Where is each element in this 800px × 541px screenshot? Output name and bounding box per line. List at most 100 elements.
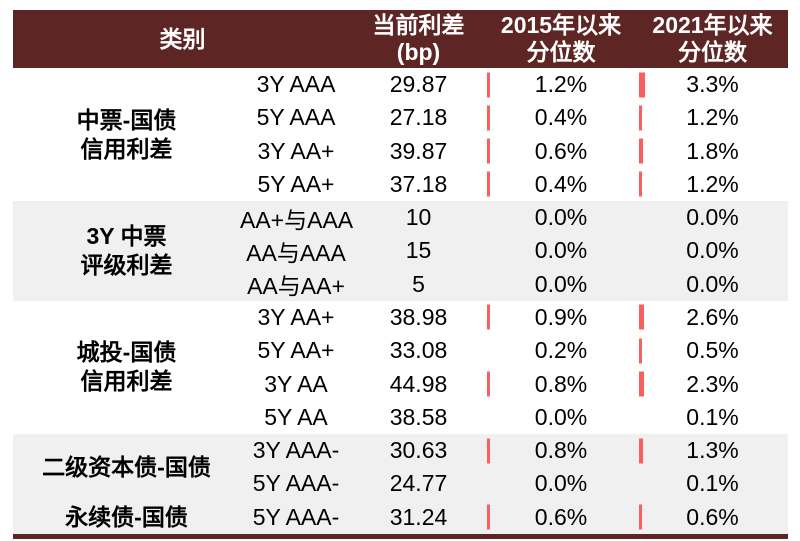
cell-tenor-rating: 3Y AAA xyxy=(256,71,336,98)
percentile-value: 0.1% xyxy=(686,470,739,497)
table-bottom-border xyxy=(13,533,788,539)
percentile-value: 0.2% xyxy=(534,337,588,364)
percentile-value: 0.6% xyxy=(534,503,588,530)
cell-percentile-2021: 0.0% xyxy=(637,271,788,298)
percentile-data-bar xyxy=(639,105,642,131)
percentile-value: 1.2% xyxy=(534,71,588,98)
percentile-data-bar xyxy=(639,438,643,464)
cell-percentile-2015: 0.0% xyxy=(485,404,637,431)
percentile-value: 0.4% xyxy=(534,170,588,197)
cell-tenor-rating: 5Y AAA- xyxy=(252,503,340,530)
cell-percentile-2021: 0.1% xyxy=(637,470,788,497)
group-label: 3Y 中票 评级利差 xyxy=(13,201,240,301)
group-label-line: 中票-国债 xyxy=(76,106,177,133)
cell-percentile-2015: 1.2% xyxy=(485,71,637,98)
percentile-value: 1.3% xyxy=(686,437,739,464)
percentile-value: 3.3% xyxy=(686,71,739,98)
table-row: AA与AAA 15 0.0% 0.0% xyxy=(240,234,788,267)
cell-percentile-2015: 0.4% xyxy=(485,104,637,131)
cell-tenor-rating: AA与AA+ xyxy=(247,273,345,300)
percentile-data-bar xyxy=(487,72,490,98)
cell-current-spread: 29.87 xyxy=(389,71,448,98)
group-label: 永续债-国债 xyxy=(13,500,240,533)
group-label-line: 城投-国债 xyxy=(76,339,177,366)
percentile-value: 1.2% xyxy=(686,104,739,131)
group-label: 中票-国债 信用利差 xyxy=(13,68,240,201)
percentile-data-bar xyxy=(639,371,644,397)
cell-current-spread: 15 xyxy=(405,237,432,264)
cell-tenor-rating: 5Y AAA- xyxy=(252,470,340,497)
cell-percentile-2015: 0.0% xyxy=(485,237,637,264)
group-label-line: 二级资本债-国债 xyxy=(42,453,211,480)
percentile-data-bar xyxy=(487,371,490,397)
column-header-percentile-2015: 2015年以来 分位数 xyxy=(500,12,622,65)
percentile-value: 0.8% xyxy=(534,437,588,464)
cell-current-spread: 37.18 xyxy=(389,170,448,197)
cell-current-spread: 33.08 xyxy=(389,337,448,364)
percentile-value: 0.6% xyxy=(686,503,739,530)
table-body: 中票-国债 信用利差 3Y AAA 29.87 1.2% 3.3% 5Y AAA 27.18 0… xyxy=(13,68,788,534)
column-header-category-label: 类别 xyxy=(159,25,206,52)
cell-tenor-rating: 5Y AA+ xyxy=(257,337,335,364)
cell-percentile-2021: 1.3% xyxy=(637,437,788,464)
cell-percentile-2021: 3.3% xyxy=(637,71,788,98)
cell-current-spread: 27.18 xyxy=(389,104,448,131)
group-label-line: 3Y 中票 xyxy=(86,222,167,249)
cell-percentile-2021: 1.2% xyxy=(637,171,788,198)
group-label-line: 信用利差 xyxy=(80,368,173,395)
credit-spread-table: 类别 当前利差 (bp) 2015年以来 分位数 2021年以来 分位数 中票-… xyxy=(13,10,788,539)
table-row: 5Y AAA- 24.77 0.0% 0.1% xyxy=(240,467,788,500)
cell-percentile-2015: 0.8% xyxy=(485,371,637,398)
percentile-value: 0.0% xyxy=(686,270,739,297)
percentile-value: 2.3% xyxy=(686,370,739,397)
group-label-line: 信用利差 xyxy=(80,135,173,162)
cell-tenor-rating: 3Y AA+ xyxy=(257,137,335,164)
percentile-value: 0.0% xyxy=(686,237,739,264)
column-header-percentile-2021: 2021年以来 分位数 xyxy=(652,12,773,65)
percentile-data-bar xyxy=(639,504,642,530)
cell-current-spread: 44.98 xyxy=(389,370,448,397)
table-group: 二级资本债-国债 3Y AAA- 30.63 0.8% 1.3% 5Y AAA- 24.77… xyxy=(13,433,788,501)
cell-percentile-2021: 0.5% xyxy=(637,337,788,364)
group-label-line: 永续债-国债 xyxy=(65,503,188,530)
group-rows: AA+与AAA 10 0.0% 0.0% AA与AAA 15 0.0% 0.0% AA与AA+ 5… xyxy=(240,201,788,301)
cell-percentile-2015: 0.2% xyxy=(485,337,637,364)
group-label: 城投-国债 信用利差 xyxy=(13,301,240,434)
percentile-data-bar xyxy=(487,171,490,197)
cell-current-spread: 38.98 xyxy=(389,303,448,330)
table-group: 3Y 中票 评级利差 AA+与AAA 10 0.0% 0.0% AA与AAA 15 0.0% 0.… xyxy=(13,201,788,301)
table-row: 5Y AAA- 31.24 0.6% 0.6% xyxy=(240,500,788,533)
percentile-data-bar xyxy=(639,304,644,330)
cell-percentile-2015: 0.6% xyxy=(485,504,637,531)
table-header-row: 类别 当前利差 (bp) 2015年以来 分位数 2021年以来 分位数 xyxy=(13,10,788,68)
cell-percentile-2015: 0.4% xyxy=(485,171,637,198)
cell-percentile-2021: 1.2% xyxy=(637,104,788,131)
group-rows: 3Y AAA 29.87 1.2% 3.3% 5Y AAA 27.18 0.4% 1.2% 3Y… xyxy=(240,68,788,201)
cell-percentile-2021: 0.0% xyxy=(637,204,788,231)
table-row: 3Y AAA- 30.63 0.8% 1.3% xyxy=(240,434,788,467)
percentile-value: 0.8% xyxy=(534,370,588,397)
group-rows: 3Y AAA- 30.63 0.8% 1.3% 5Y AAA- 24.77 0.0% 0.1% xyxy=(240,434,788,501)
column-header-current-spread: 当前利差 (bp) xyxy=(372,12,465,65)
cell-current-spread: 24.77 xyxy=(389,470,448,497)
table-group: 城投-国债 信用利差 3Y AA+ 38.98 0.9% 2.6% 5Y AA+ 33.08 0… xyxy=(13,301,788,434)
cell-tenor-rating: 5Y AAA xyxy=(256,104,336,131)
table-row: 3Y AA+ 38.98 0.9% 2.6% xyxy=(240,301,788,334)
table-row: AA+与AAA 10 0.0% 0.0% xyxy=(240,201,788,234)
percentile-data-bar xyxy=(639,138,643,164)
cell-tenor-rating: AA+与AAA xyxy=(240,206,354,233)
percentile-data-bar xyxy=(487,304,490,330)
percentile-value: 0.4% xyxy=(534,104,588,131)
percentile-data-bar xyxy=(639,72,645,98)
table-row: AA与AA+ 5 0.0% 0.0% xyxy=(240,268,788,301)
percentile-data-bar xyxy=(487,504,490,530)
cell-percentile-2015: 0.0% xyxy=(485,470,637,497)
percentile-value: 2.6% xyxy=(686,303,739,330)
percentile-value: 0.9% xyxy=(534,303,588,330)
percentile-value: 0.0% xyxy=(534,470,588,497)
percentile-value: 0.5% xyxy=(686,337,739,364)
cell-percentile-2021: 0.0% xyxy=(637,237,788,264)
percentile-value: 0.0% xyxy=(534,270,588,297)
cell-current-spread: 30.63 xyxy=(389,437,448,464)
table-group: 中票-国债 信用利差 3Y AAA 29.87 1.2% 3.3% 5Y AAA 27.18 0… xyxy=(13,68,788,201)
